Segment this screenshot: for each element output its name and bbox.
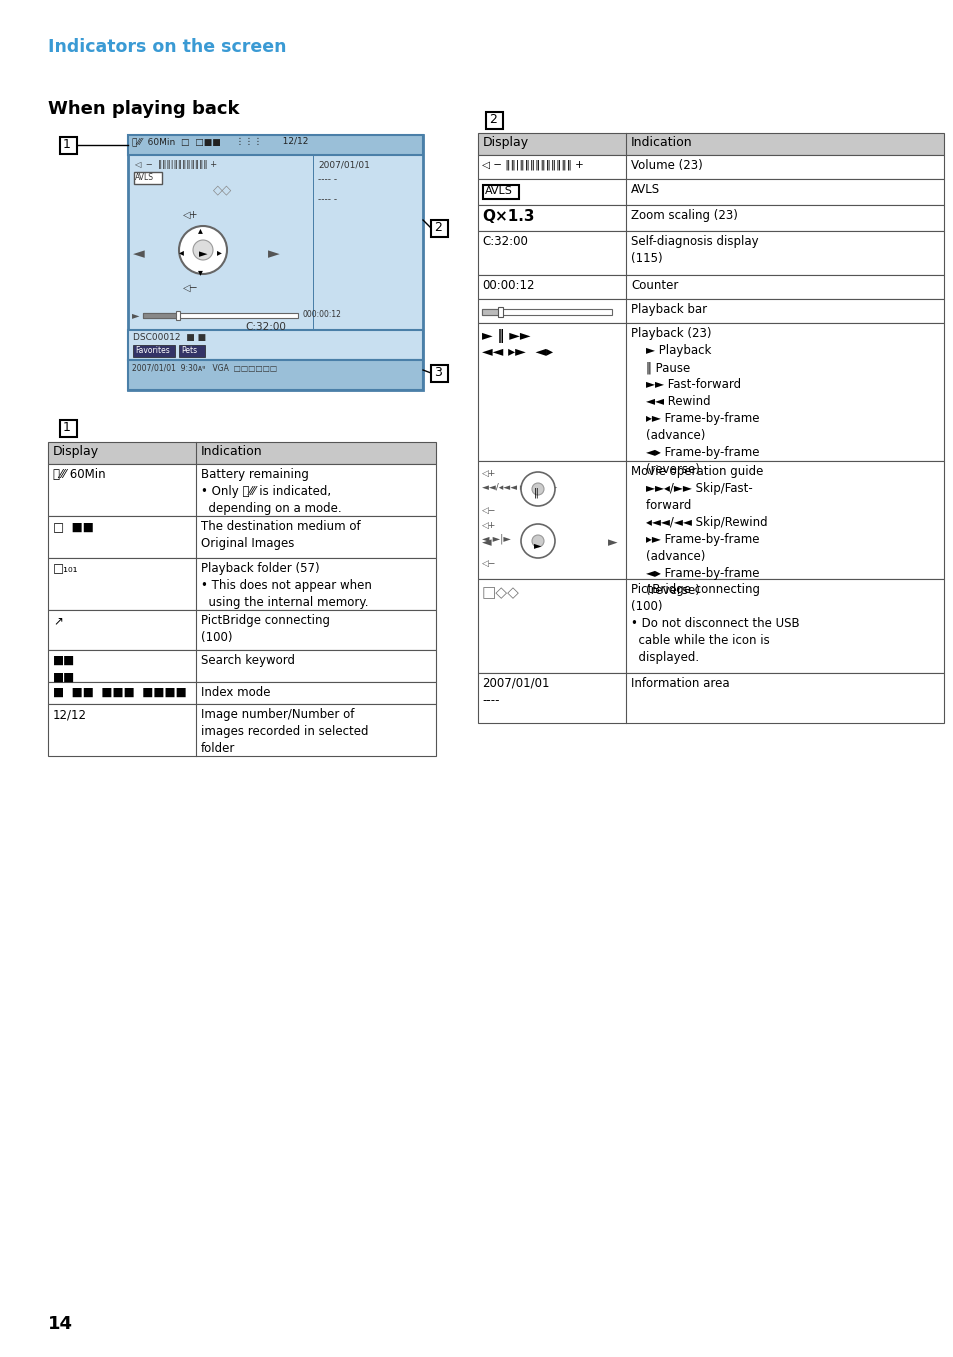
Bar bbox=[128, 360, 422, 389]
Text: DSC00012  ■ ■: DSC00012 ■ ■ bbox=[132, 332, 206, 342]
Text: 杷⁄⁄⁄ 60Min: 杷⁄⁄⁄ 60Min bbox=[53, 468, 106, 480]
Text: Volume (23): Volume (23) bbox=[630, 159, 702, 172]
Text: ◄◄/◂◄◄ ►►|►►►: ◄◄/◂◄◄ ►►|►►► bbox=[481, 483, 557, 493]
Text: Movie operation guide
    ►►◂/►► Skip/Fast-
    forward
    ◂◄◄/◄◄ Skip/Rewind
 : Movie operation guide ►►◂/►► Skip/Fast- … bbox=[630, 465, 767, 597]
Bar bbox=[60, 137, 77, 153]
Bar bbox=[431, 220, 448, 237]
Bar bbox=[477, 323, 943, 461]
Text: ↗: ↗ bbox=[53, 613, 63, 627]
Text: 2007/01/01: 2007/01/01 bbox=[317, 160, 370, 170]
Text: ◁−: ◁− bbox=[183, 284, 198, 293]
Text: ---- -: ---- - bbox=[317, 195, 336, 204]
Text: ►: ► bbox=[268, 246, 279, 261]
Text: ▴: ▴ bbox=[197, 225, 202, 235]
Text: 2: 2 bbox=[489, 113, 497, 126]
Text: AVLS: AVLS bbox=[630, 183, 659, 195]
Text: AVLS: AVLS bbox=[484, 186, 513, 195]
Text: Playback folder (57)
• This does not appear when
  using the internal memory.: Playback folder (57) • This does not app… bbox=[201, 562, 372, 609]
Text: Index mode: Index mode bbox=[201, 687, 271, 699]
Text: ◂: ◂ bbox=[178, 247, 183, 256]
Bar bbox=[179, 345, 205, 357]
Bar bbox=[60, 421, 77, 437]
Bar bbox=[431, 365, 448, 383]
Text: 2007/01/01
----: 2007/01/01 ---- bbox=[481, 677, 549, 707]
Circle shape bbox=[532, 483, 543, 495]
Text: 3: 3 bbox=[434, 366, 441, 379]
Text: Playback bar: Playback bar bbox=[630, 303, 706, 316]
Text: ◁+: ◁+ bbox=[183, 210, 198, 220]
Text: Counter: Counter bbox=[630, 280, 678, 292]
Text: PictBridge connecting
(100): PictBridge connecting (100) bbox=[201, 613, 330, 645]
Text: Favorites: Favorites bbox=[135, 346, 170, 356]
Text: 14: 14 bbox=[48, 1315, 73, 1333]
Bar bbox=[485, 113, 502, 129]
Text: 2: 2 bbox=[434, 221, 441, 233]
Text: Indication: Indication bbox=[201, 445, 262, 459]
Bar bbox=[132, 345, 174, 357]
Bar bbox=[477, 579, 943, 673]
Text: ▸: ▸ bbox=[216, 247, 221, 256]
Text: ◄: ◄ bbox=[132, 246, 145, 261]
Bar bbox=[477, 231, 943, 275]
Bar bbox=[128, 330, 422, 360]
Text: ■  ■■  ■■■  ■■■■: ■ ■■ ■■■ ■■■■ bbox=[53, 687, 187, 699]
Text: ►: ► bbox=[607, 536, 617, 550]
Text: 000:00:12: 000:00:12 bbox=[303, 309, 341, 319]
Text: Search keyword: Search keyword bbox=[201, 654, 294, 668]
Text: Indication: Indication bbox=[630, 136, 692, 149]
Text: 00:00:12: 00:00:12 bbox=[481, 280, 534, 292]
Text: Image number/Number of
images recorded in selected
folder: Image number/Number of images recorded i… bbox=[201, 708, 368, 754]
Text: ---- -: ---- - bbox=[317, 175, 336, 185]
Text: 1: 1 bbox=[63, 421, 71, 434]
Text: ▾: ▾ bbox=[197, 267, 202, 277]
Bar bbox=[313, 155, 314, 330]
Text: Battery remaining
• Only 杷⁄⁄⁄ is indicated,
  depending on a mode.: Battery remaining • Only 杷⁄⁄⁄ is indicat… bbox=[201, 468, 341, 516]
Text: Indicators on the screen: Indicators on the screen bbox=[48, 38, 286, 56]
Bar bbox=[48, 611, 436, 650]
Bar bbox=[477, 205, 943, 231]
Circle shape bbox=[193, 240, 213, 261]
Text: 12/12: 12/12 bbox=[53, 708, 87, 721]
Text: Pets: Pets bbox=[181, 346, 197, 356]
Text: The destination medium of
Original Images: The destination medium of Original Image… bbox=[201, 520, 360, 550]
Text: ◁ − ‖‖|‖‖‖‖‖‖‖‖‖‖ +: ◁ − ‖‖|‖‖‖‖‖‖‖‖‖‖ + bbox=[481, 160, 583, 171]
Text: Information area: Information area bbox=[630, 677, 729, 689]
Text: AVLS: AVLS bbox=[135, 172, 153, 182]
Bar bbox=[477, 155, 943, 179]
Text: ■■
■■: ■■ ■■ bbox=[53, 654, 75, 684]
Bar bbox=[128, 134, 422, 155]
Bar bbox=[48, 683, 436, 704]
Text: ►: ► bbox=[132, 309, 139, 320]
Text: ◁−: ◁− bbox=[481, 506, 496, 516]
Bar bbox=[128, 134, 422, 389]
Text: Playback (23)
    ► Playback
    ‖ Pause
    ►► Fast-forward
    ◄◄ Rewind
    ▸: Playback (23) ► Playback ‖ Pause ►► Fast… bbox=[630, 327, 759, 476]
Bar bbox=[48, 516, 436, 558]
Text: ‖: ‖ bbox=[534, 487, 538, 498]
Bar bbox=[482, 185, 518, 199]
Bar bbox=[477, 275, 943, 299]
Text: ◄: ◄ bbox=[481, 536, 491, 550]
Bar bbox=[48, 650, 436, 683]
Text: Display: Display bbox=[53, 445, 99, 459]
Text: ►: ► bbox=[199, 248, 208, 259]
Text: ⋮⋮⋮       12/12: ⋮⋮⋮ 12/12 bbox=[132, 137, 308, 147]
Bar bbox=[477, 461, 943, 579]
Text: ◁  −  ‖‖‖|‖‖‖‖‖‖‖‖ +: ◁ − ‖‖‖|‖‖‖‖‖‖‖‖ + bbox=[133, 160, 217, 170]
Circle shape bbox=[520, 472, 555, 506]
Bar bbox=[481, 309, 612, 315]
Circle shape bbox=[532, 535, 543, 547]
Circle shape bbox=[179, 227, 227, 274]
Bar bbox=[48, 442, 436, 464]
Bar bbox=[48, 704, 436, 756]
Bar bbox=[497, 307, 502, 318]
Text: □  ■■: □ ■■ bbox=[53, 520, 93, 533]
Text: Display: Display bbox=[482, 136, 529, 149]
Text: PictBridge connecting
(100)
• Do not disconnect the USB
  cable while the icon i: PictBridge connecting (100) • Do not dis… bbox=[630, 584, 799, 664]
Bar bbox=[175, 311, 180, 320]
Bar bbox=[477, 179, 943, 205]
Text: ►: ► bbox=[534, 540, 541, 550]
Text: Self-diagnosis display
(115): Self-diagnosis display (115) bbox=[630, 235, 758, 265]
Text: Q×1.3: Q×1.3 bbox=[481, 209, 534, 224]
Text: ◁+: ◁+ bbox=[481, 521, 496, 531]
Text: ► ‖ ►►: ► ‖ ►► bbox=[481, 328, 530, 343]
